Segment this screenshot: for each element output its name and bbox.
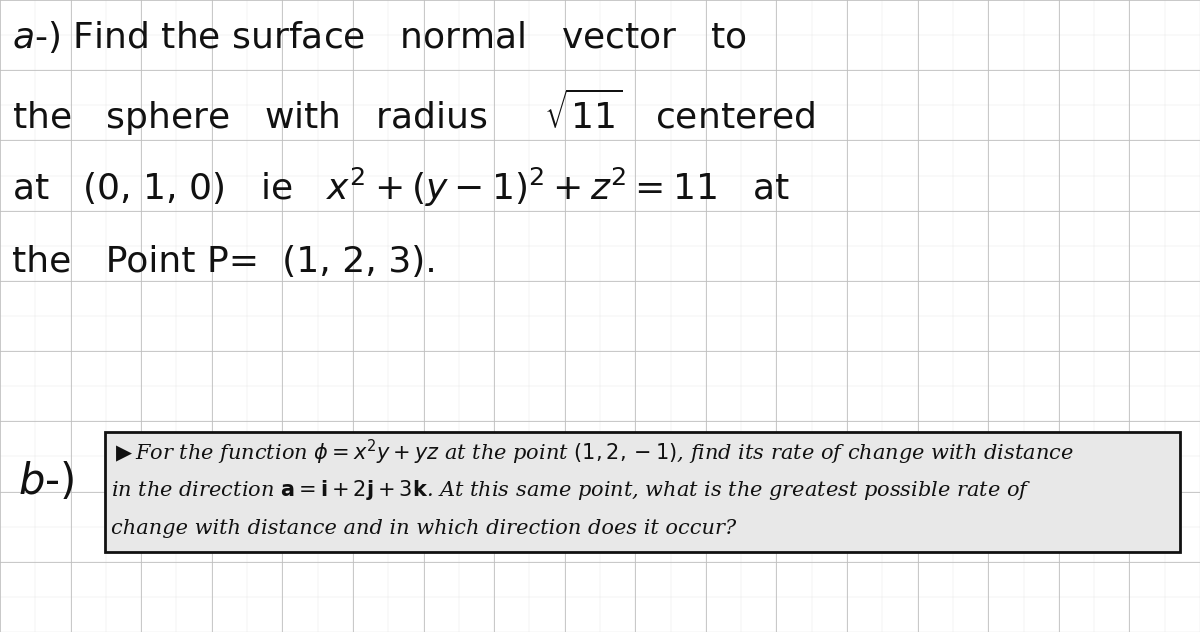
Text: at   (0, 1, 0)   ie   $x^2+(y-1)^2 + z^2= 11$   at: at (0, 1, 0) ie $x^2+(y-1)^2 + z^2= 11$ … (12, 166, 790, 209)
Text: $a$-) Find the surface   normal   vector   to: $a$-) Find the surface normal vector to (12, 19, 746, 55)
Text: the   sphere   with   radius     $\sqrt{11}$   centered: the sphere with radius $\sqrt{11}$ cente… (12, 87, 815, 138)
Text: $\blacktriangleright$For the function $\phi = x^2y+yz$ at the point $(1, 2, -1)$: $\blacktriangleright$For the function $\… (112, 437, 1074, 466)
Text: change with distance and in which direction does it occur?: change with distance and in which direct… (112, 518, 737, 537)
Text: in the direction $\mathbf{a} = \mathbf{i}+2\mathbf{j}+ 3\mathbf{k}$. At this sam: in the direction $\mathbf{a} = \mathbf{i… (112, 478, 1032, 502)
Text: $b$-): $b$-) (18, 461, 74, 503)
FancyBboxPatch shape (106, 432, 1180, 552)
Text: the   Point P=  (1, 2, 3).: the Point P= (1, 2, 3). (12, 245, 437, 279)
